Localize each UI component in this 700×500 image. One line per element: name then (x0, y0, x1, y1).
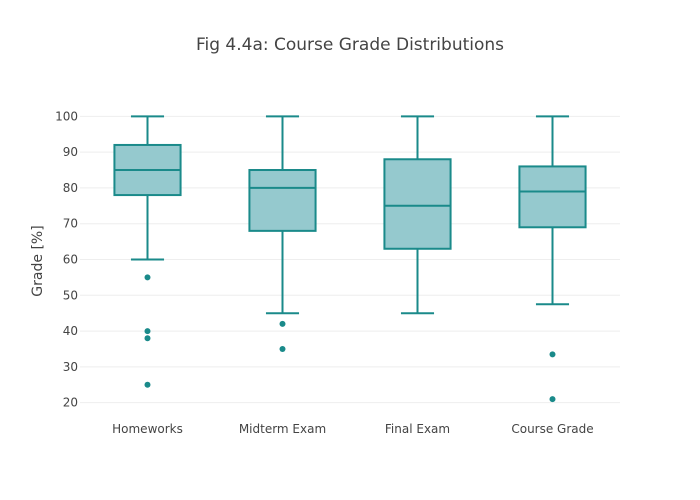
outlier-point (549, 396, 556, 403)
y-tick-label: 50 (63, 288, 78, 302)
box-iqr (518, 165, 587, 229)
box-group (383, 115, 452, 315)
boxes (113, 115, 587, 403)
outlier-point (279, 345, 286, 352)
outlier-point (144, 274, 151, 281)
outlier-point (144, 381, 151, 388)
y-tick-label: 100 (55, 109, 78, 123)
x-tick-label: Midterm Exam (239, 422, 326, 436)
y-axis-label: Grade [%] (30, 225, 46, 296)
x-tick-label: Homeworks (112, 422, 183, 436)
y-tick-label: 60 (63, 253, 78, 267)
chart-title: Fig 4.4a: Course Grade Distributions (196, 35, 504, 55)
x-tick-label: Course Grade (511, 422, 593, 436)
y-tick-label: 20 (63, 396, 78, 410)
y-axis-ticks: 20 30 40 50 60 70 80 90 100 (55, 109, 78, 409)
outlier-point (144, 328, 151, 335)
x-tick-label: Final Exam (385, 422, 450, 436)
y-tick-label: 70 (63, 217, 78, 231)
outlier-point (144, 335, 151, 342)
box-group (248, 115, 317, 352)
outlier-point (549, 351, 556, 358)
x-axis-ticks: Homeworks Midterm Exam Final Exam Course Gr… (112, 422, 594, 436)
outlier-point (279, 320, 286, 327)
y-tick-label: 30 (63, 360, 78, 374)
y-tick-label: 80 (63, 181, 78, 195)
box-group (518, 115, 587, 403)
y-tick-label: 90 (63, 145, 78, 159)
box-iqr (383, 158, 452, 250)
box-iqr (248, 169, 317, 232)
box-group (113, 115, 182, 388)
y-tick-label: 40 (63, 324, 78, 338)
